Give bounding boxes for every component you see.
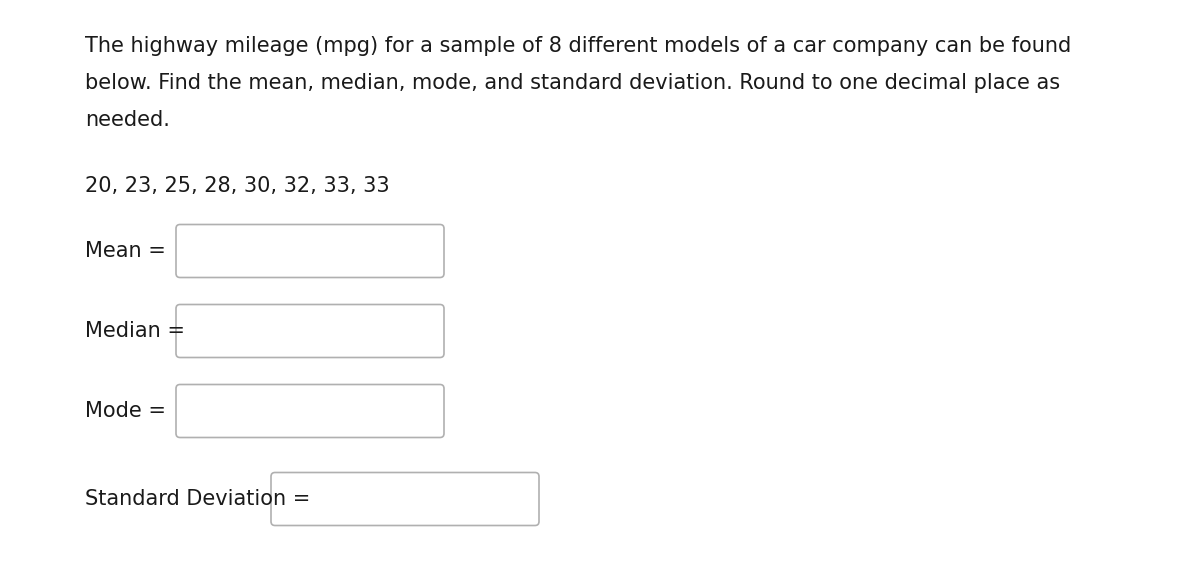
Text: Mean =: Mean = — [85, 241, 166, 261]
Text: Standard Deviation =: Standard Deviation = — [85, 489, 311, 509]
Text: 20, 23, 25, 28, 30, 32, 33, 33: 20, 23, 25, 28, 30, 32, 33, 33 — [85, 176, 390, 196]
Text: below. Find the mean, median, mode, and standard deviation. Round to one decimal: below. Find the mean, median, mode, and … — [85, 73, 1060, 93]
FancyBboxPatch shape — [271, 472, 539, 525]
FancyBboxPatch shape — [176, 224, 444, 278]
Text: The highway mileage (mpg) for a sample of 8 different models of a car company ca: The highway mileage (mpg) for a sample o… — [85, 36, 1072, 56]
FancyBboxPatch shape — [176, 304, 444, 357]
Text: Median =: Median = — [85, 321, 185, 341]
Text: needed.: needed. — [85, 110, 170, 130]
FancyBboxPatch shape — [176, 385, 444, 437]
Text: Mode =: Mode = — [85, 401, 166, 421]
